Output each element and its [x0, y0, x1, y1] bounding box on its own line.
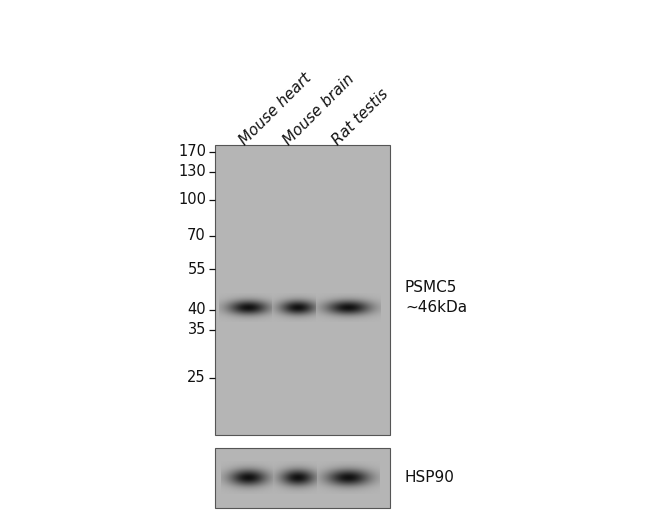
Text: 130: 130	[178, 164, 206, 179]
Text: 40: 40	[187, 303, 206, 318]
Text: 35: 35	[188, 322, 206, 337]
Text: 70: 70	[187, 228, 206, 243]
Text: ~46kDa: ~46kDa	[405, 301, 467, 316]
Text: Rat testis: Rat testis	[330, 86, 391, 148]
Text: Mouse heart: Mouse heart	[237, 70, 314, 148]
Text: HSP90: HSP90	[405, 471, 455, 486]
Bar	[215, 145, 390, 435]
Text: 55: 55	[187, 262, 206, 277]
Text: Mouse brain: Mouse brain	[280, 71, 357, 148]
Text: 25: 25	[187, 370, 206, 385]
Text: PSMC5: PSMC5	[405, 280, 458, 295]
Text: 170: 170	[178, 145, 206, 160]
Bar	[215, 448, 390, 508]
Text: 100: 100	[178, 192, 206, 207]
